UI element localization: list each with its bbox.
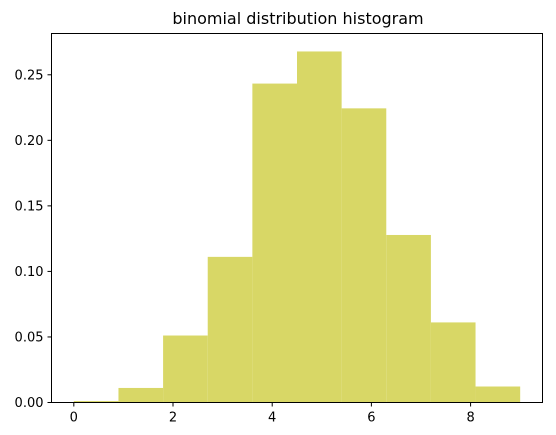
x-tick-label: 0 [70,411,78,426]
histogram-bar-7 [386,234,431,403]
x-axis: 0 2 4 6 8 [70,402,475,426]
x-tick-label: 4 [268,411,276,426]
y-axis: 0.00 0.05 0.10 0.15 0.20 0.25 [15,68,52,411]
histogram-bar-1 [118,387,164,403]
histogram-bar-8 [430,322,476,403]
x-tick-label: 2 [169,411,177,426]
histogram-bar-2 [163,335,208,403]
histogram-bar-9 [475,386,521,403]
bars-group [73,51,521,403]
x-tick-label: 8 [466,411,474,426]
y-tick-label: 0.10 [15,265,44,280]
histogram-bar-0 [73,401,119,403]
y-tick-label: 0.00 [15,396,44,411]
y-tick-label: 0.25 [15,68,44,83]
histogram-bar-3 [207,256,253,403]
x-tick-label: 6 [367,411,375,426]
histogram-bar-4 [252,83,297,403]
y-tick-label: 0.15 [15,199,44,214]
y-tick-label: 0.20 [15,134,44,149]
chart-title: binomial distribution histogram [172,9,423,28]
histogram-bar-6 [341,108,387,403]
histogram-bar-5 [297,51,342,403]
y-tick-label: 0.05 [15,330,44,345]
plot-area-frame [51,33,543,403]
